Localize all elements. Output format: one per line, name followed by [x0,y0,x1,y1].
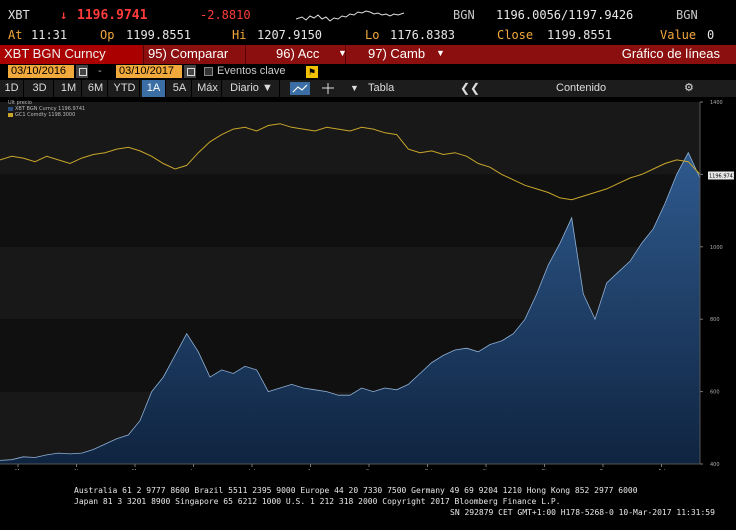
last-price-tag-text: 1196.9741 [709,173,736,179]
content-button[interactable]: Contenido [556,82,607,94]
series-xbt-area [0,152,700,464]
chart-band [0,174,700,247]
currency-label: BGN [453,8,475,22]
footer-phone-line-1: Australia 61 2 9777 8600 Brazil 5511 239… [74,486,638,495]
chart-band [0,246,700,320]
low-value: 1176.8383 [390,28,456,42]
close-label: Close [497,28,534,42]
legend-item-xbt: XBT BGN Curncy 1196.9741 [8,106,85,112]
x-tick-label: Jun [190,469,199,470]
change-dropdown-icon[interactable]: ▼ [436,48,445,58]
x-tick-label: Sep [366,469,375,470]
legend-header: Ult precio [8,100,32,106]
currency-label-2: BGN [676,8,698,22]
date-separator: - [98,65,102,77]
period-1a[interactable]: 1A [142,80,166,97]
chart-legend: Ult precio XBT BGN Curncy 1196.9741 GC1 … [8,100,85,118]
calendar-icon[interactable] [76,65,88,78]
key-events-label: Eventos clave [217,65,286,77]
chart-band [0,102,700,175]
action-bar: XBT BGN Curncy 95) Comparar 96) Acc ▼ 97… [0,45,736,64]
actions-button[interactable]: 96) Acc [245,45,345,64]
high-label: Hi [232,28,247,42]
security-field[interactable]: XBT BGN Curncy [0,45,142,64]
close-value: 1199.8551 [547,28,613,42]
value-value: 0 [707,28,715,42]
at-label: At [8,28,23,42]
draw-dropdown-icon[interactable]: ▼ [350,83,359,93]
compare-num: 95) [148,46,167,61]
actions-dropdown-icon[interactable]: ▼ [338,48,347,58]
period-1d[interactable]: 1D [0,80,24,97]
change-button[interactable]: 97) Camb [345,45,448,64]
last-price-tag [708,171,734,180]
period-ytd[interactable]: YTD [110,80,140,97]
y-tick-label: 1000 [710,245,723,251]
table-button[interactable]: Tabla [368,82,395,94]
change-num: 97) [368,46,387,61]
price-chart[interactable]: 1400120010008006004001196.9741MarAbrMayJ… [0,98,736,470]
bid-ask: 1196.0056/1197.9426 [496,8,634,22]
quote-line: XBT ↓ 1196.9741 -2.8810 BGN 1196.0056/11… [0,6,736,26]
period-max[interactable]: Máx [194,80,222,97]
x-tick-label: Ene [600,469,609,470]
x-tick-label: Oct [425,469,434,470]
intraday-sparkline [296,10,405,22]
frequency-dropdown[interactable]: Diario ▼ [224,80,280,97]
stats-line: At 11:31 Op 1199.8551 Hi 1207.9150 Lo 11… [0,26,736,44]
key-events-flag-icon[interactable]: ⚑ [306,66,318,78]
footer-phone-line-2: Japan 81 3 3201 8900 Singapore 65 6212 1… [74,497,561,506]
y-tick-label: 800 [710,317,720,323]
x-tick-label: Feb [659,469,668,470]
series-xbt-line [0,151,701,461]
at-value: 11:31 [31,28,68,42]
start-date-field[interactable]: 03/10/2016 [8,65,74,78]
y-tick-label: 1400 [710,100,723,106]
change-label: Camb [390,46,426,61]
x-tick-label: Jul [248,469,255,470]
footer-session-info: SN 292879 CET GMT+1:00 H178-5268-0 10-Ma… [450,508,715,517]
period-toolbar: 1D 3D 1M 6M YTD 1A 5A Máx Diario ▼ ▼ Tab… [0,80,736,97]
date-range-bar: 03/10/2016 - 03/10/2017 Eventos clave ⚑ [0,64,736,80]
line-chart-icon[interactable] [290,82,310,95]
y-tick-label: 400 [710,462,720,468]
collapse-icon[interactable]: ❮❮ [460,81,481,95]
period-6m[interactable]: 6M [84,80,108,97]
y-tick-label: 600 [710,390,720,396]
compare-label: Comparar [170,46,229,61]
x-tick-label: Mar [15,469,25,470]
key-events-checkbox[interactable] [204,67,213,76]
period-5a[interactable]: 5A [168,80,192,97]
open-label: Op [100,28,115,42]
calendar-icon-2[interactable] [184,65,196,78]
ticker-symbol: XBT [8,8,30,22]
actions-label: Acc [297,46,320,61]
high-value: 1207.9150 [257,28,323,42]
end-date-field[interactable]: 03/10/2017 [116,65,182,78]
x-tick-label: Ago [308,469,318,470]
period-3d[interactable]: 3D [26,80,54,97]
legend-item-gold: GC1 Comdty 1198.3000 [8,112,85,118]
chart-type-title: Gráfico de líneas [621,46,720,61]
gear-icon[interactable]: ⚙ [684,82,694,94]
net-change: -2.8810 [200,8,251,22]
compare-button[interactable]: 95) Comparar [143,45,245,64]
value-label: Value [660,28,697,42]
open-value: 1199.8551 [126,28,192,42]
last-price: 1196.9741 [77,8,148,23]
x-tick-label: Abr [74,469,84,470]
crosshair-icon[interactable] [320,82,336,95]
x-tick-label: May [132,469,142,470]
down-arrow-icon: ↓ [60,8,68,22]
low-label: Lo [365,28,380,42]
actions-num: 96) [276,46,295,61]
period-1m[interactable]: 1M [56,80,82,97]
series-gold-line [0,123,701,201]
x-tick-label: Dic [542,469,550,470]
x-tick-label: Nov [483,469,493,470]
